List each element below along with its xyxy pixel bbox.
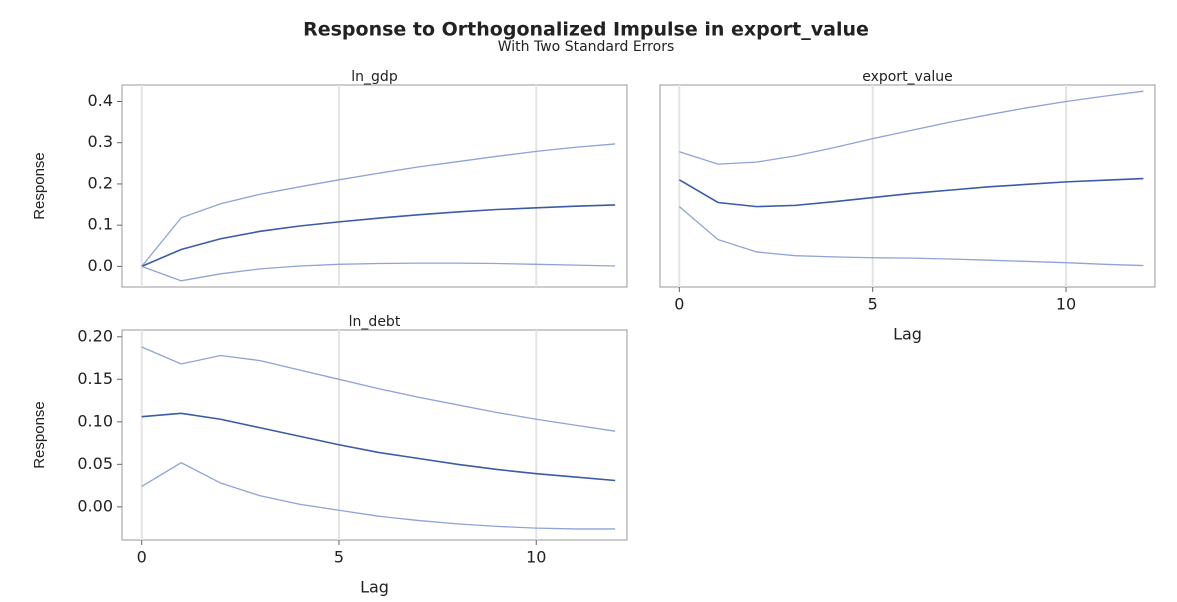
y-tick-label: 0.3 <box>88 132 113 151</box>
y-tick-label: 0.05 <box>77 454 113 473</box>
plot-area <box>121 84 628 288</box>
x-axis-label: Lag <box>360 578 389 597</box>
chart-subtitle: With Two Standard Errors <box>498 39 675 55</box>
x-tick-label: 5 <box>868 295 878 314</box>
panel-title: ln_debt <box>349 314 401 330</box>
x-axis-label: Lag <box>893 325 922 344</box>
series-line <box>141 204 616 268</box>
x-tick-label: 0 <box>674 295 684 314</box>
series-line <box>141 143 616 267</box>
y-tick-label: 0.2 <box>88 173 113 192</box>
series-line <box>141 346 616 432</box>
y-tick-label: 0.20 <box>77 326 113 345</box>
y-axis-label: Response <box>31 152 48 220</box>
y-axis-label: Response <box>31 401 48 469</box>
y-tick-label: 0.00 <box>77 496 113 515</box>
series-line <box>679 90 1144 165</box>
series-line <box>141 262 616 282</box>
panel-title: ln_gdp <box>351 69 398 85</box>
panel-title: export_value <box>862 69 953 85</box>
x-tick-label: 10 <box>1056 295 1076 314</box>
plot-area <box>121 329 628 541</box>
series-line <box>678 177 1144 208</box>
y-tick-label: 0.1 <box>88 215 113 234</box>
y-tick-label: 0.10 <box>77 411 113 430</box>
series-line <box>678 206 1144 267</box>
plot-area <box>659 84 1156 288</box>
x-tick-label: 5 <box>334 548 344 567</box>
chart-title: Response to Orthogonalized Impulse in ex… <box>303 19 869 41</box>
series-line <box>141 412 616 482</box>
y-tick-label: 0.4 <box>88 91 113 110</box>
x-tick-label: 10 <box>526 548 546 567</box>
series-line <box>141 461 616 530</box>
y-tick-label: 0.15 <box>77 369 113 388</box>
x-tick-label: 0 <box>137 548 147 567</box>
y-tick-label: 0.0 <box>88 256 113 275</box>
